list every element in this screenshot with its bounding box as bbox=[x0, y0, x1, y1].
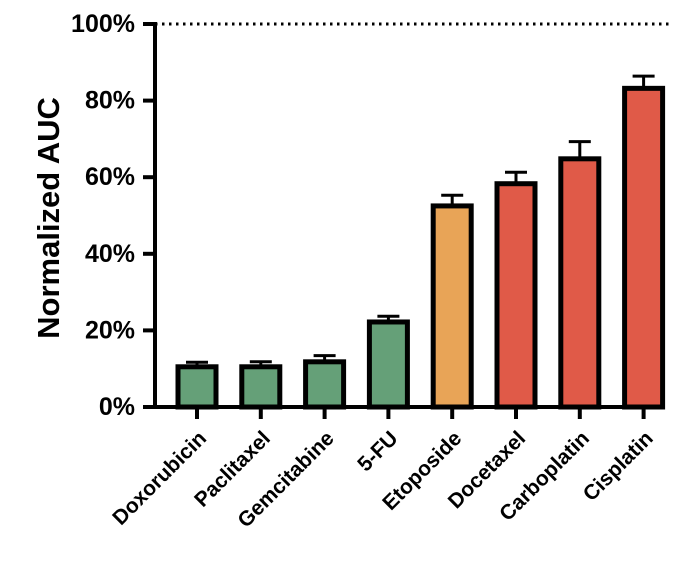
y-tick-label: 80% bbox=[85, 87, 135, 115]
bar-carboplatin bbox=[558, 156, 602, 410]
y-tick-label: 0% bbox=[99, 393, 135, 421]
bar-gemcitabine bbox=[303, 359, 347, 410]
y-tick-label: 20% bbox=[85, 316, 135, 344]
y-tick-label: 60% bbox=[85, 163, 135, 191]
y-tick-label: 100% bbox=[71, 10, 135, 38]
x-tick-label: 5-FU bbox=[353, 427, 402, 476]
bar-docetaxel bbox=[494, 181, 538, 410]
x-tick-label: Doxorubicin bbox=[108, 427, 211, 530]
bar-cisplatin bbox=[622, 85, 666, 410]
bar-paclitaxel bbox=[239, 364, 283, 410]
y-axis-title: Normalized AUC bbox=[31, 97, 66, 339]
bar-5-fu bbox=[366, 319, 410, 410]
y-tick-label: 40% bbox=[85, 240, 135, 268]
bar-doxorubicin bbox=[175, 364, 219, 410]
bar-etoposide bbox=[430, 203, 474, 410]
x-tick-label: Cisplatin bbox=[579, 427, 658, 506]
